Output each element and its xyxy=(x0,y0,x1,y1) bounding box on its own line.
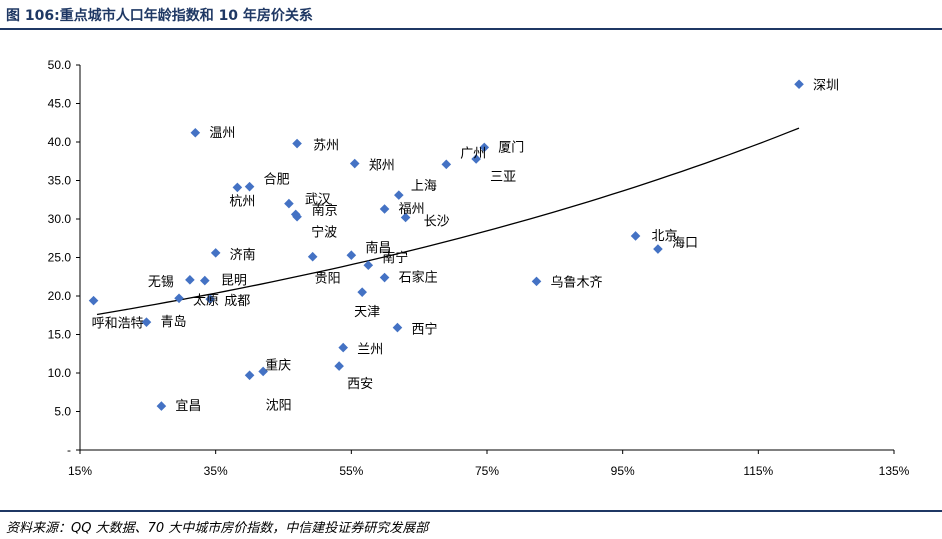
points-group xyxy=(88,79,804,411)
y-tick-label: 45.0 xyxy=(48,97,72,111)
data-point-marker xyxy=(379,272,390,283)
data-point-marker xyxy=(244,181,255,192)
y-tick-label: 30.0 xyxy=(48,212,72,226)
data-point-label: 福州 xyxy=(399,202,425,217)
y-tick-label: 25.0 xyxy=(48,251,72,265)
y-tick-label: 20.0 xyxy=(48,289,72,303)
data-point-label: 无锡 xyxy=(148,275,174,290)
data-point-label: 西安 xyxy=(347,377,373,392)
data-point-label: 郑州 xyxy=(369,159,395,174)
data-point-label: 宜昌 xyxy=(175,399,201,414)
x-tick-label: 75% xyxy=(475,464,499,478)
data-point-marker xyxy=(441,159,452,170)
data-point-label: 天津 xyxy=(354,305,380,320)
data-point-marker xyxy=(190,127,201,138)
y-tick-label: 40.0 xyxy=(48,135,72,149)
data-point-label: 杭州 xyxy=(229,194,255,209)
y-tick-label: 5.0 xyxy=(54,405,71,419)
data-point-marker xyxy=(141,317,152,327)
data-point-label: 南京 xyxy=(312,202,338,218)
x-tick-label: 35% xyxy=(204,464,228,478)
data-point-marker xyxy=(292,211,302,222)
data-point-marker xyxy=(292,138,302,149)
data-point-label: 广州 xyxy=(460,146,486,161)
data-point-marker xyxy=(349,158,360,169)
x-tick-label: 15% xyxy=(68,464,92,478)
data-point-marker xyxy=(363,260,374,270)
data-point-marker xyxy=(471,154,481,164)
x-tick-label: 95% xyxy=(611,464,635,478)
data-point-label: 沈阳 xyxy=(266,398,292,413)
top-divider xyxy=(0,28,942,30)
data-point-marker xyxy=(210,248,221,258)
data-point-marker xyxy=(394,190,404,200)
y-tick-label: 10.0 xyxy=(48,366,72,380)
x-tick-label: 135% xyxy=(879,464,910,478)
bottom-divider xyxy=(0,510,942,512)
data-point-marker xyxy=(334,361,344,371)
data-point-marker xyxy=(185,275,195,285)
data-point-marker xyxy=(88,295,99,306)
data-point-marker xyxy=(200,275,210,286)
data-point-label: 上海 xyxy=(411,179,437,194)
data-point-label: 武汉 xyxy=(305,193,331,208)
data-point-marker xyxy=(205,294,216,304)
data-point-label: 成都 xyxy=(224,294,250,309)
data-point-marker xyxy=(392,322,403,333)
data-point-marker xyxy=(284,198,294,209)
data-point-label: 贵阳 xyxy=(315,272,341,287)
y-tick-label: - xyxy=(67,443,71,457)
source-note: 资料来源：QQ 大数据、70 大中城市房价指数，中信建投证券研究发展部 xyxy=(6,521,429,536)
data-point-marker xyxy=(346,250,357,260)
data-point-label: 厦门 xyxy=(498,140,524,155)
data-point-marker xyxy=(156,401,167,411)
data-point-marker xyxy=(244,370,255,381)
data-point-marker xyxy=(630,231,641,241)
data-point-marker xyxy=(338,342,348,353)
data-point-label: 长沙 xyxy=(424,214,450,229)
data-point-marker xyxy=(307,251,318,262)
data-point-label: 北京 xyxy=(652,229,678,244)
data-point-marker xyxy=(357,287,367,297)
data-point-label: 宁波 xyxy=(311,225,337,241)
data-point-marker xyxy=(794,79,804,90)
data-point-label: 兰州 xyxy=(357,343,383,358)
data-point-marker xyxy=(174,293,184,304)
data-point-label: 石家庄 xyxy=(399,270,438,286)
y-tick-label: 35.0 xyxy=(48,174,72,188)
data-point-label: 温州 xyxy=(209,126,235,141)
data-point-label: 南宁 xyxy=(382,250,408,266)
y-tick-label: 50.0 xyxy=(48,58,72,72)
data-point-marker xyxy=(232,182,243,193)
trendline xyxy=(96,127,800,316)
data-point-label: 重庆 xyxy=(265,357,291,373)
y-tick-label: 15.0 xyxy=(48,328,72,342)
data-point-label: 青岛 xyxy=(160,314,186,330)
data-point-label: 海口 xyxy=(672,236,698,251)
data-point-label: 济南 xyxy=(230,247,256,263)
data-point-label: 苏州 xyxy=(313,138,339,154)
data-point-marker xyxy=(479,142,490,153)
data-point-marker xyxy=(653,244,663,254)
data-point-marker xyxy=(258,366,268,377)
data-point-marker xyxy=(400,212,411,223)
data-point-label: 三亚 xyxy=(490,170,516,185)
data-point-label: 合肥 xyxy=(264,173,290,188)
x-tick-label: 115% xyxy=(743,464,773,478)
data-point-marker xyxy=(379,204,390,214)
data-point-label: 南昌 xyxy=(365,240,391,256)
x-tick-label: 55% xyxy=(339,464,363,478)
data-point-label: 呼和浩特 xyxy=(92,317,144,332)
data-point-label: 太原 xyxy=(193,293,219,308)
data-point-label: 昆明 xyxy=(221,274,247,289)
trendline-group xyxy=(96,127,800,316)
chart-title: 图 106:重点城市人口年龄指数和 10 年房价关系 xyxy=(6,8,313,24)
data-point-label: 西宁 xyxy=(411,322,437,338)
data-point-label: 深圳 xyxy=(813,78,839,93)
data-point-label: 乌鲁木齐 xyxy=(551,274,603,290)
axes: - 5.0 10.0 15.0 20.0 25.0 30.0 35.0 40.0 45.0 50.0… xyxy=(48,58,910,478)
data-point-marker xyxy=(531,276,542,287)
